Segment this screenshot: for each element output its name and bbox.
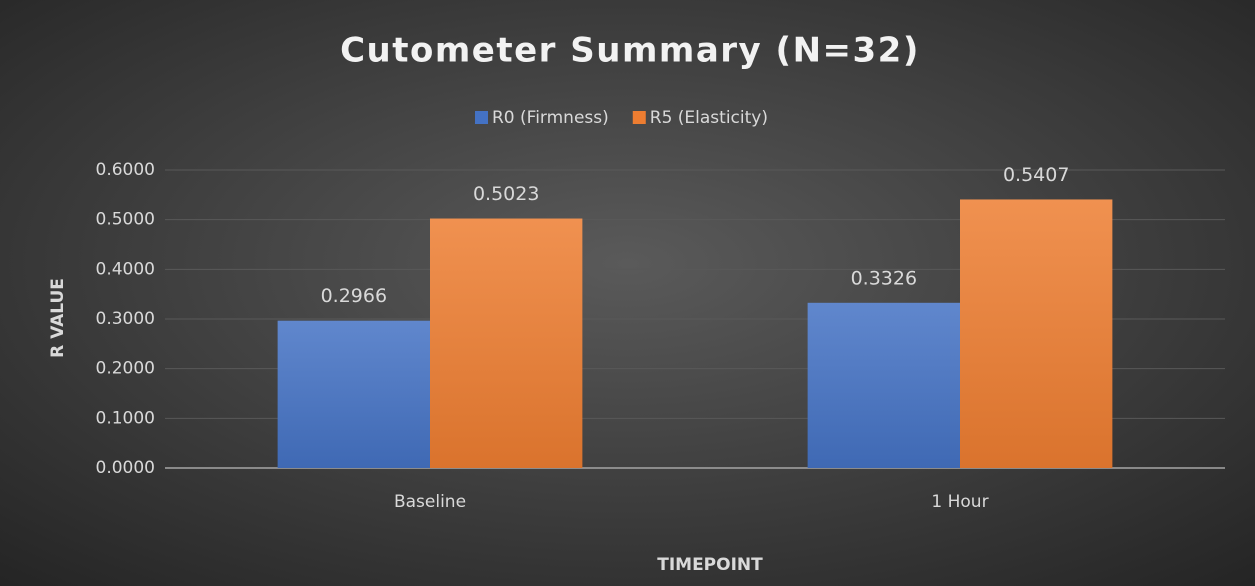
bar [960, 199, 1113, 468]
y-tick-label: 0.4000 [96, 259, 155, 279]
x-axis-label: TIMEPOINT [657, 555, 763, 575]
legend-swatch [475, 111, 488, 124]
data-label: 0.2966 [321, 285, 387, 307]
data-label: 0.3326 [851, 267, 917, 289]
y-tick-label: 0.1000 [96, 408, 155, 428]
bar [807, 302, 960, 468]
data-label: 0.5023 [473, 183, 539, 205]
y-tick-label: 0.6000 [96, 160, 155, 180]
legend-label: R5 (Elasticity) [650, 108, 768, 128]
chart-title: Cutometer Summary (N=32) [340, 31, 920, 71]
legend-label: R0 (Firmness) [492, 108, 609, 128]
x-tick-label: 1 Hour [931, 492, 988, 512]
y-axis-label: R VALUE [48, 278, 68, 358]
legend-swatch [632, 111, 646, 124]
data-label: 0.5407 [1003, 164, 1069, 186]
y-tick-label: 0.2000 [96, 359, 155, 379]
bar [277, 320, 430, 468]
y-tick-label: 0.0000 [96, 458, 155, 478]
bar [430, 218, 583, 468]
y-tick-label: 0.5000 [96, 210, 155, 230]
y-tick-label: 0.3000 [96, 309, 155, 329]
x-tick-label: Baseline [394, 492, 466, 512]
